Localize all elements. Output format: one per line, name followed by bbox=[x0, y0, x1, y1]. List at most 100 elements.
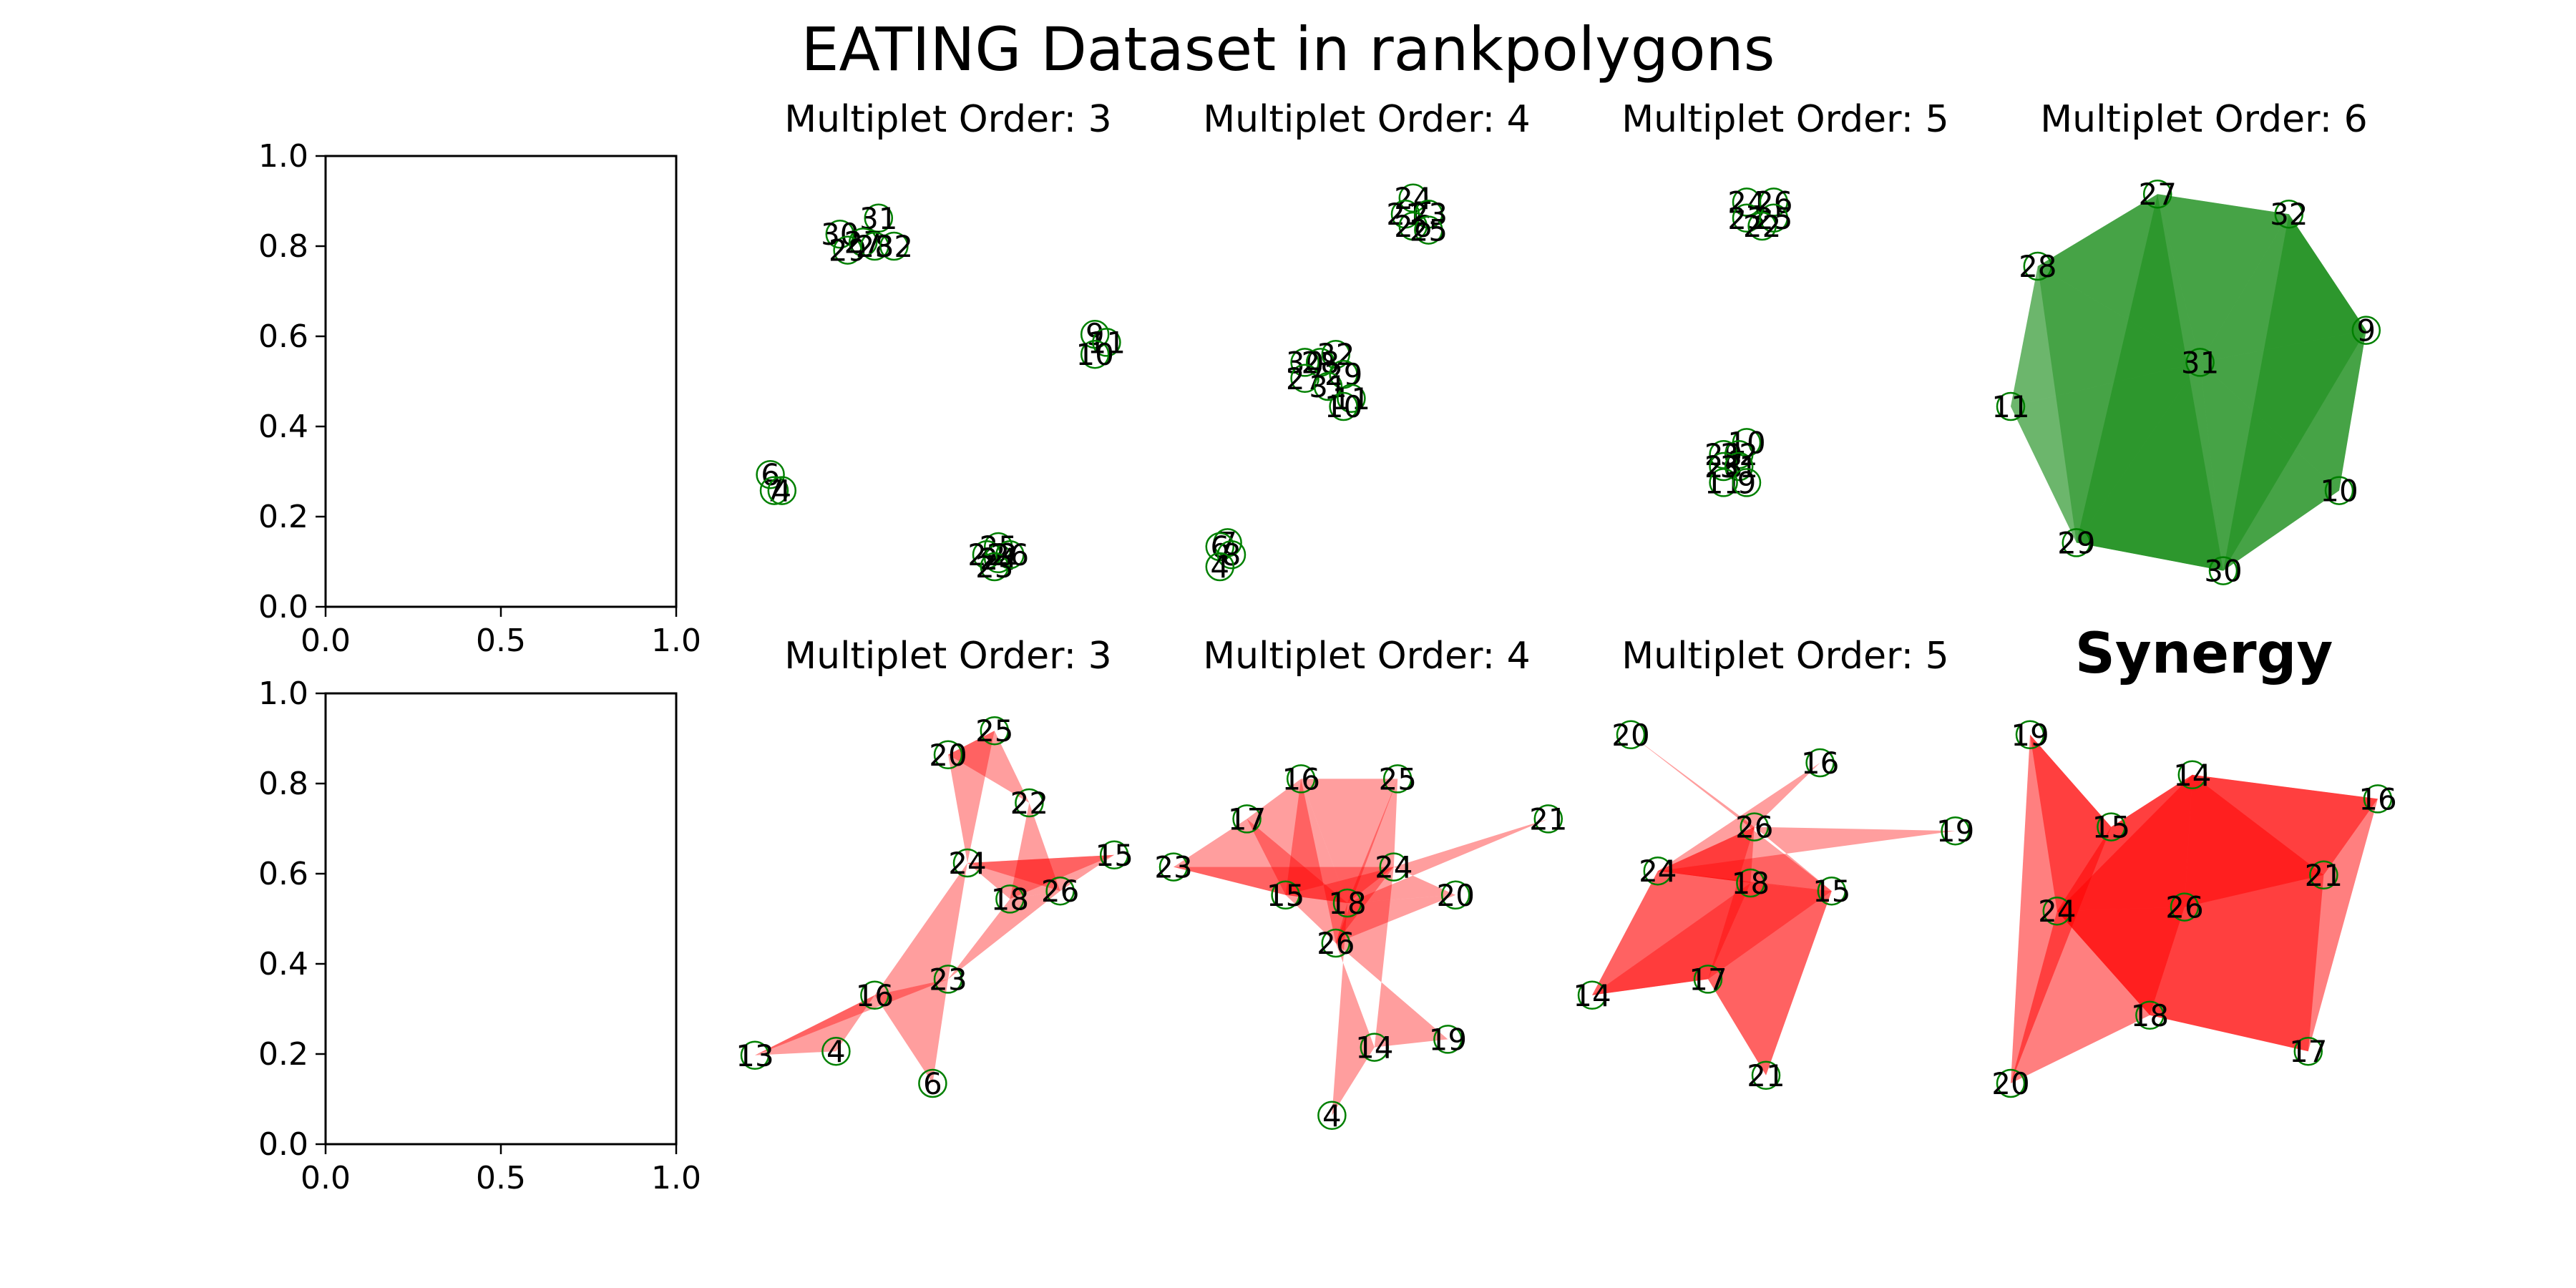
multiplet-polygon bbox=[1285, 779, 1394, 943]
node-19 bbox=[1433, 1025, 1463, 1054]
node-label: 29 bbox=[829, 233, 867, 268]
node-label: 23 bbox=[929, 962, 967, 997]
multiplet-polygon bbox=[1592, 826, 1755, 995]
x-tick-label: 1.0 bbox=[651, 623, 701, 659]
node-17 bbox=[2293, 1036, 2323, 1066]
node-16 bbox=[1805, 748, 1835, 778]
node-label: 13 bbox=[736, 1038, 774, 1073]
node-31 bbox=[1724, 452, 1754, 482]
multiplet-polygon bbox=[1246, 779, 1347, 903]
node-label: 21 bbox=[2305, 858, 2343, 893]
node-label: 18 bbox=[991, 882, 1029, 917]
node-label: 11 bbox=[1704, 465, 1742, 500]
node-21 bbox=[1533, 804, 1563, 834]
node-28 bbox=[1709, 452, 1738, 482]
panel-title: Multiplet Order: 5 bbox=[1621, 98, 1948, 141]
x-tick-label: 0.0 bbox=[301, 623, 351, 659]
node-label: 32 bbox=[875, 229, 913, 264]
multiplet-polygon bbox=[2011, 266, 2200, 406]
node-label: 11 bbox=[1332, 381, 1370, 416]
multiplet-polygon bbox=[1010, 803, 1060, 899]
multiplet-polygon bbox=[1657, 826, 1832, 980]
node-20 bbox=[1996, 1068, 2026, 1098]
multiplet-polygon bbox=[1332, 903, 1375, 1116]
node-label: 31 bbox=[1309, 369, 1347, 404]
node-4 bbox=[767, 476, 797, 505]
multiplet-polygon bbox=[2157, 194, 2289, 363]
node-label: 16 bbox=[856, 978, 894, 1013]
panel-title: Multiplet Order: 3 bbox=[784, 98, 1111, 141]
node-label: 31 bbox=[1719, 449, 1757, 484]
multiplet-polygon bbox=[1174, 867, 1394, 943]
node-21 bbox=[1751, 1060, 1781, 1091]
node-label: 20 bbox=[1436, 878, 1474, 913]
panel-title: Multiplet Order: 4 bbox=[1203, 635, 1530, 678]
x-tick-label: 1.0 bbox=[651, 1160, 701, 1196]
node-label: 22 bbox=[1010, 786, 1048, 821]
node-label: 4 bbox=[1322, 1098, 1342, 1133]
panel-3: Multiplet Order: 52426232522102932283111… bbox=[1621, 98, 1948, 500]
node-26 bbox=[1045, 876, 1075, 906]
node-15 bbox=[1817, 876, 1847, 906]
node-8 bbox=[1216, 540, 1246, 570]
node-23 bbox=[980, 552, 1010, 582]
multiplet-polygon bbox=[2200, 362, 2339, 571]
node-13 bbox=[740, 1040, 770, 1070]
panels: 0.0 0.5 1.0 0.0 0.2 0.4 0.6 0.8 1.0 Multiplet Ord… bbox=[258, 98, 2397, 1196]
node-20 bbox=[1616, 720, 1646, 750]
node-4 bbox=[1317, 1101, 1347, 1131]
node-label: 26 bbox=[2165, 890, 2203, 925]
node-10 bbox=[2324, 476, 2354, 505]
node-19 bbox=[2015, 720, 2045, 750]
node-14 bbox=[2177, 760, 2207, 790]
node-17 bbox=[1693, 965, 1723, 994]
node-label: 18 bbox=[1732, 866, 1770, 901]
panel-4: Multiplet Order: 6 27 32 28 9 31 11 10 29 30 bbox=[1991, 98, 2381, 589]
panel-7: Multiplet Order: 4 16 25 21 17 23 24 20 15 18 26 19… bbox=[1154, 635, 1567, 1133]
y-tick-label: 0.0 bbox=[258, 1126, 308, 1163]
node-label: 10 bbox=[1324, 389, 1362, 424]
node-label: 23 bbox=[975, 550, 1013, 585]
node-20 bbox=[933, 740, 963, 770]
multiplet-polygon bbox=[948, 731, 1030, 803]
node-30 bbox=[2208, 556, 2238, 585]
node-26 bbox=[1398, 211, 1428, 241]
node-label: 19 bbox=[1936, 814, 1974, 849]
node-10 bbox=[1329, 391, 1358, 421]
node-label: 21 bbox=[1747, 1058, 1785, 1093]
node-20 bbox=[1440, 880, 1470, 910]
node-16 bbox=[2363, 784, 2393, 814]
node-32 bbox=[1321, 339, 1351, 369]
node-28 bbox=[2023, 251, 2053, 281]
x-tick-label: 0.5 bbox=[476, 1160, 526, 1196]
node-26 bbox=[995, 540, 1025, 570]
node-32 bbox=[1724, 439, 1754, 469]
node-22 bbox=[1747, 211, 1777, 241]
node-26 bbox=[1321, 928, 1351, 958]
node-label: 15 bbox=[1095, 838, 1133, 873]
node-label: 10 bbox=[1075, 337, 1113, 372]
node-23 bbox=[1414, 199, 1443, 229]
node-label: 9 bbox=[2356, 313, 2376, 348]
y-tick-label: 0.8 bbox=[258, 228, 308, 265]
node-16 bbox=[1286, 764, 1316, 794]
node-26 bbox=[1759, 187, 1789, 217]
multiplet-polygon bbox=[2011, 194, 2366, 571]
node-label: 14 bbox=[1355, 1030, 1393, 1065]
node-label: 16 bbox=[1801, 746, 1839, 781]
node-15 bbox=[1099, 840, 1129, 870]
node-label: 25 bbox=[975, 713, 1013, 748]
multiplet-polygon bbox=[1657, 763, 1832, 892]
y-tick-label: 0.4 bbox=[258, 946, 308, 982]
node-label: 14 bbox=[1573, 978, 1611, 1013]
node-label: 19 bbox=[1429, 1022, 1467, 1057]
multiplet-polygon bbox=[1335, 779, 1456, 943]
y-tick-label: 0.6 bbox=[258, 856, 308, 892]
node-label: 15 bbox=[1813, 874, 1850, 909]
node-label: 31 bbox=[859, 201, 897, 236]
y-tick-label: 1.0 bbox=[258, 675, 308, 712]
node-18 bbox=[995, 884, 1025, 914]
node-25 bbox=[1414, 215, 1443, 245]
